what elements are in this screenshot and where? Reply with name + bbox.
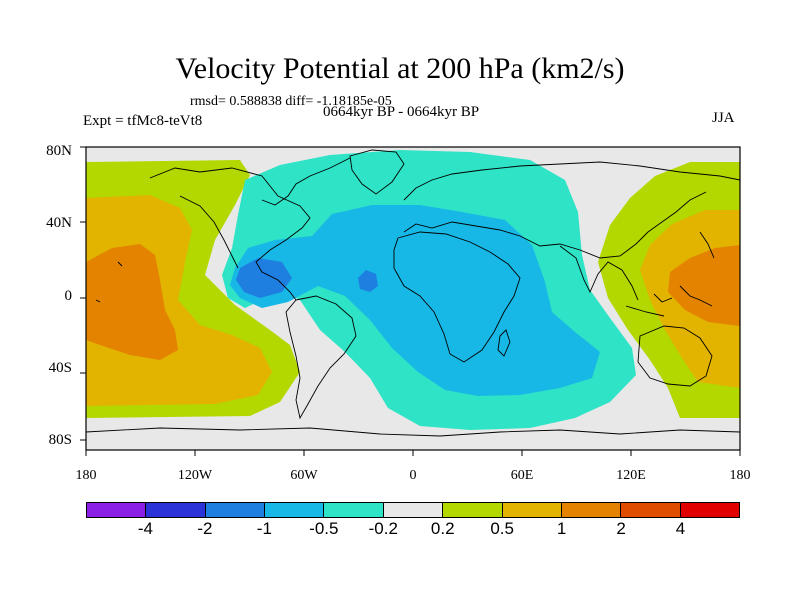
lon-label-60w: 60W [290,468,318,483]
colorbar-swatch [383,503,444,517]
lat-label-40n: 40N [46,215,72,231]
colorbar-label: 1 [556,519,567,538]
lat-label-80n: 80N [46,143,72,159]
lon-label-0: 0 [409,468,417,483]
axis-ticks [80,146,741,456]
lon-label-180w: 180 [75,468,97,483]
colorbar-swatch [502,503,562,517]
contour-pos-1-east [668,245,740,326]
experiment-label: Expt = tfMc8-teVt8 [83,113,203,129]
contour-neg-1-caribbean [236,258,292,298]
lat-label-80s: 80S [48,432,72,448]
period-label: 0664kyr BP - 0664kyr BP [323,104,480,120]
contour-neg-1-atlantic [358,270,378,292]
colorbar-swatch [561,503,622,517]
contour-pos-1-west [86,244,178,360]
colorbar-swatch [324,503,384,517]
lon-label-180e: 180 [729,468,751,483]
lat-label-40s: 40S [48,360,72,376]
coastlines [86,149,740,437]
colorbar-swatch [621,503,681,517]
colorbar-label: -1 [256,519,272,538]
map-title: Velocity Potential at 200 hPa (km2/s) [175,52,625,85]
colorbar-label: 0.5 [490,519,514,538]
lat-label-0: 0 [64,288,73,304]
colorbar-label: -0.5 [309,519,339,538]
colorbar [86,502,740,518]
colorbar-swatch [680,503,739,517]
colorbar-label: 2 [616,519,626,538]
colorbar-swatch [265,503,325,517]
colorbar-swatch [443,503,503,517]
stats-line: rmsd= 0.588838 diff= -1.18185e-05 [190,94,392,109]
colorbar-label: -4 [137,519,154,538]
colorbar-swatch [205,503,266,517]
lon-label-120e: 120E [616,468,646,483]
colorbar-swatch [87,503,147,517]
lon-label-60e: 60E [510,468,534,483]
lon-label-120w: 120W [177,468,213,483]
colorbar-label: -0.2 [368,519,398,538]
colorbar-label: 4 [675,519,686,538]
colorbar-swatch [146,503,206,517]
season-label: JJA [712,110,735,126]
colorbar-label: -2 [197,519,213,538]
colorbar-label: 0.2 [430,519,455,538]
